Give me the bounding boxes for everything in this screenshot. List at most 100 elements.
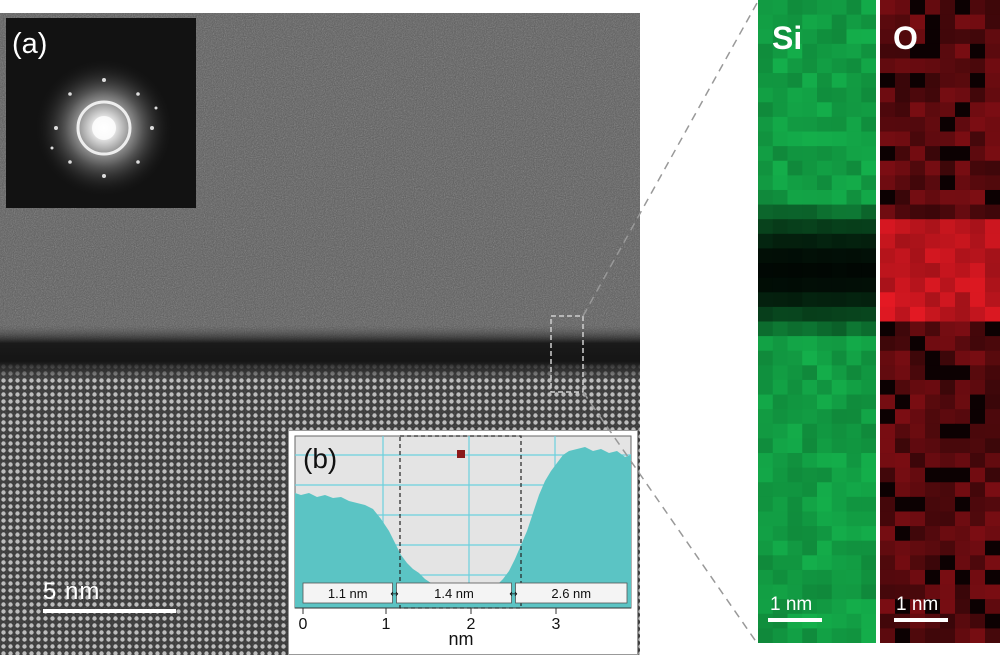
map-pixel (925, 496, 941, 512)
map-pixel (772, 248, 788, 264)
map-pixel (861, 131, 876, 147)
map-pixel (861, 263, 876, 279)
map-pixel (831, 175, 847, 191)
map-pixel (772, 29, 788, 45)
map-pixel (880, 438, 896, 454)
map-pixel (861, 204, 876, 220)
map-pixel (817, 160, 833, 176)
map-pixel (985, 526, 1000, 542)
map-pixel (831, 248, 847, 264)
map-pixel (846, 146, 862, 162)
map-pixel (970, 467, 986, 483)
map-pixel (787, 526, 803, 542)
map-pixel (970, 233, 986, 249)
map-pixel (955, 131, 971, 147)
map-pixel (985, 43, 1000, 59)
map-pixel (955, 379, 971, 396)
map-pixel (940, 14, 956, 30)
map-pixel (970, 379, 986, 396)
map-pixel (758, 482, 774, 498)
map-pixel (970, 599, 986, 615)
si-map-title: Si (772, 20, 803, 56)
map-pixel (861, 277, 876, 293)
map-pixel (970, 321, 986, 337)
map-pixel (985, 584, 1000, 600)
map-pixel (940, 219, 956, 235)
map-pixel (940, 453, 956, 469)
map-pixel (880, 219, 896, 235)
map-pixel (880, 102, 896, 118)
map-pixel (910, 0, 926, 16)
map-pixel (940, 584, 956, 600)
map-pixel (970, 102, 986, 118)
map-pixel (985, 146, 1000, 162)
map-pixel (880, 409, 896, 425)
map-pixel (985, 365, 1000, 381)
map-pixel (985, 175, 1000, 191)
si-eds-map (758, 0, 876, 643)
map-pixel (985, 423, 1000, 439)
map-pixel (955, 0, 971, 16)
map-pixel (910, 102, 926, 118)
map-pixel (758, 248, 774, 264)
map-pixel (758, 526, 774, 542)
map-pixel (955, 233, 971, 249)
map-pixel (940, 131, 956, 147)
map-pixel (940, 540, 956, 556)
map-pixel (817, 0, 833, 16)
map-pixel (831, 58, 847, 74)
map-pixel (880, 365, 896, 381)
map-pixel (758, 394, 774, 410)
x-tick-label: 0 (299, 616, 308, 633)
map-pixel (846, 496, 862, 512)
map-pixel (758, 189, 774, 206)
map-pixel (895, 511, 911, 527)
map-pixel (758, 365, 774, 381)
map-pixel (817, 379, 833, 396)
map-pixel (970, 160, 986, 176)
map-pixel (802, 204, 818, 220)
map-pixel (955, 189, 971, 206)
map-pixel (880, 540, 896, 556)
map-pixel (985, 555, 1000, 571)
map-pixel (846, 409, 862, 425)
map-pixel (831, 87, 847, 103)
map-pixel (970, 248, 986, 264)
map-pixel (925, 14, 941, 30)
map-pixel (955, 160, 971, 176)
map-pixel (846, 555, 862, 571)
map-pixel (985, 628, 1000, 643)
map-pixel (758, 511, 774, 527)
map-pixel (895, 453, 911, 469)
map-pixel (925, 467, 941, 483)
map-pixel (831, 73, 847, 89)
map-pixel (802, 175, 818, 191)
map-pixel (940, 116, 956, 133)
map-pixel (802, 263, 818, 279)
map-pixel (970, 0, 986, 16)
map-pixel (817, 189, 833, 206)
segment-label: 1.4 nm (434, 586, 474, 601)
x-tick-label: 3 (552, 616, 561, 633)
map-pixel (861, 350, 876, 366)
map-pixel (772, 175, 788, 191)
map-pixel (787, 336, 803, 352)
map-pixel (955, 146, 971, 162)
map-pixel (940, 379, 956, 396)
map-pixel (802, 482, 818, 498)
map-pixel (940, 233, 956, 249)
map-pixel (846, 58, 862, 74)
map-pixel (925, 584, 941, 600)
map-pixel (817, 365, 833, 381)
map-pixel (910, 555, 926, 571)
map-pixel (910, 496, 926, 512)
map-pixel (970, 423, 986, 439)
map-pixel (880, 248, 896, 264)
map-pixel (846, 43, 862, 59)
map-pixel (970, 292, 986, 308)
map-pixel (970, 350, 986, 366)
map-pixel (802, 219, 818, 235)
map-pixel (787, 29, 803, 45)
map-pixel (831, 350, 847, 366)
map-pixel (895, 482, 911, 498)
